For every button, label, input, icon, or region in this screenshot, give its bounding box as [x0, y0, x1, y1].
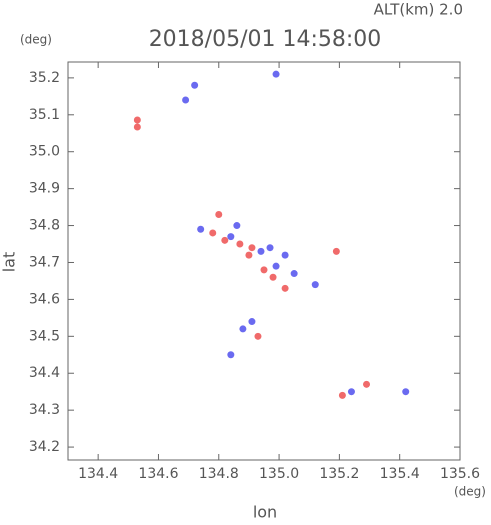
- echo-point: [269, 273, 277, 281]
- y-tick-label: 34.8: [29, 218, 60, 234]
- echo-point: [257, 247, 265, 255]
- echo-point: [402, 388, 410, 396]
- y-tick-label: 34.7: [29, 254, 60, 270]
- echo-point: [311, 281, 319, 289]
- y-axis-label: lat: [0, 252, 19, 273]
- echo-point: [215, 210, 223, 218]
- echo-point: [248, 244, 256, 252]
- y-tick-label: 35.1: [29, 107, 60, 123]
- echo-point: [338, 391, 346, 399]
- x-tick-label: 135.6: [440, 466, 480, 482]
- echo-point: [245, 251, 253, 259]
- y-unit: (deg): [20, 33, 52, 47]
- echo-point: [191, 81, 199, 89]
- echo-point: [209, 229, 217, 237]
- y-tick-label: 35.2: [29, 70, 60, 86]
- chart-title: 2018/05/01 14:58:00: [149, 27, 382, 52]
- y-tick-label: 34.4: [29, 365, 60, 381]
- echo-point: [236, 240, 244, 248]
- echo-point: [227, 233, 235, 241]
- echo-point: [133, 123, 141, 131]
- echo-point: [260, 266, 268, 274]
- echo-point: [182, 96, 190, 104]
- echo-point: [332, 247, 340, 255]
- echo-point: [281, 284, 289, 292]
- echo-point: [227, 351, 235, 359]
- echo-point: [272, 262, 280, 270]
- x-unit: (deg): [454, 485, 486, 499]
- echo-point: [239, 325, 247, 333]
- echo-point: [272, 70, 280, 78]
- x-tick-label: 134.6: [138, 466, 178, 482]
- y-tick-label: 34.5: [29, 328, 60, 344]
- x-axis-label: lon: [253, 503, 277, 522]
- echo-point: [290, 270, 298, 278]
- echo-point: [221, 236, 229, 244]
- x-tick-label: 134.8: [199, 466, 239, 482]
- echo-point: [363, 380, 371, 388]
- echo-point: [133, 116, 141, 124]
- x-tick-label: 135.0: [259, 466, 299, 482]
- echo-point: [266, 244, 274, 252]
- echo-point: [233, 222, 241, 230]
- echo-point: [197, 225, 205, 233]
- y-tick-label: 34.3: [29, 402, 60, 418]
- altitude-label: ALT(km) 2.0: [374, 1, 463, 19]
- y-tick-label: 34.6: [29, 291, 60, 307]
- y-tick-label: 34.2: [29, 439, 60, 455]
- plot-frame: [67, 61, 461, 461]
- x-tick-label: 134.4: [78, 466, 118, 482]
- y-tick-label: 35.0: [29, 144, 60, 160]
- echo-point: [281, 251, 289, 259]
- x-tick-label: 135.4: [380, 466, 420, 482]
- y-tick-label: 34.9: [29, 181, 60, 197]
- echo-point: [347, 388, 355, 396]
- x-tick-label: 135.2: [319, 466, 359, 482]
- echo-point: [254, 332, 262, 340]
- echo-point: [248, 318, 256, 326]
